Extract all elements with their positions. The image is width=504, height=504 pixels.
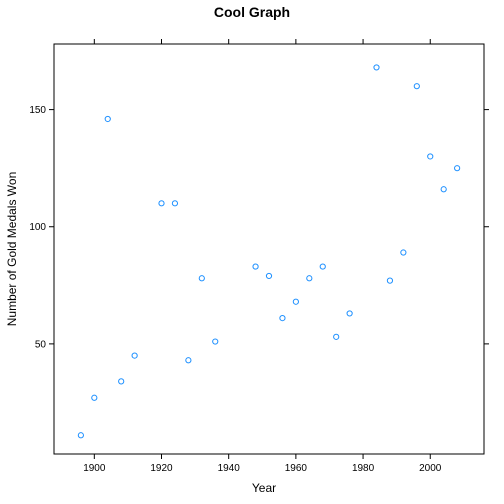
data-point [292, 298, 299, 305]
data-points [77, 64, 461, 439]
x-axis-label: Year [252, 481, 276, 495]
y-tick-label: 150 [29, 105, 46, 116]
x-tick-label: 1920 [150, 463, 173, 474]
data-point [373, 64, 380, 71]
x-tick-label: 1940 [218, 463, 241, 474]
data-point [265, 272, 273, 280]
data-point [104, 115, 111, 123]
data-point [413, 83, 420, 90]
data-point [185, 357, 192, 364]
data-point [91, 394, 98, 401]
data-point [346, 310, 353, 317]
y-axis-ticks: 50 100 150 [29, 105, 489, 350]
data-point [306, 275, 313, 282]
data-point [252, 263, 259, 270]
x-axis-ticks: 1900 1920 1940 1960 1980 2000 [83, 39, 442, 474]
data-point [212, 338, 219, 345]
y-tick-label: 100 [29, 222, 46, 233]
data-point [427, 153, 434, 160]
plot-frame [53, 43, 485, 455]
data-point [158, 200, 165, 207]
y-tick-label: 50 [35, 339, 47, 350]
data-point [198, 275, 205, 282]
y-axis-label: Number of Gold Medals Won [5, 172, 19, 327]
data-point [454, 165, 461, 172]
data-point [131, 352, 138, 359]
chart-title: Cool Graph [214, 4, 290, 20]
data-point [77, 432, 84, 439]
data-point [279, 315, 286, 322]
data-point [440, 186, 447, 193]
x-tick-label: 1980 [352, 463, 375, 474]
data-point [118, 378, 125, 385]
x-tick-label: 1900 [83, 463, 106, 474]
data-point [319, 263, 326, 270]
x-tick-label: 2000 [419, 463, 442, 474]
data-point [333, 333, 340, 340]
data-point [171, 200, 179, 207]
data-point [400, 249, 407, 256]
data-point [386, 277, 394, 284]
x-tick-label: 1960 [285, 463, 308, 474]
